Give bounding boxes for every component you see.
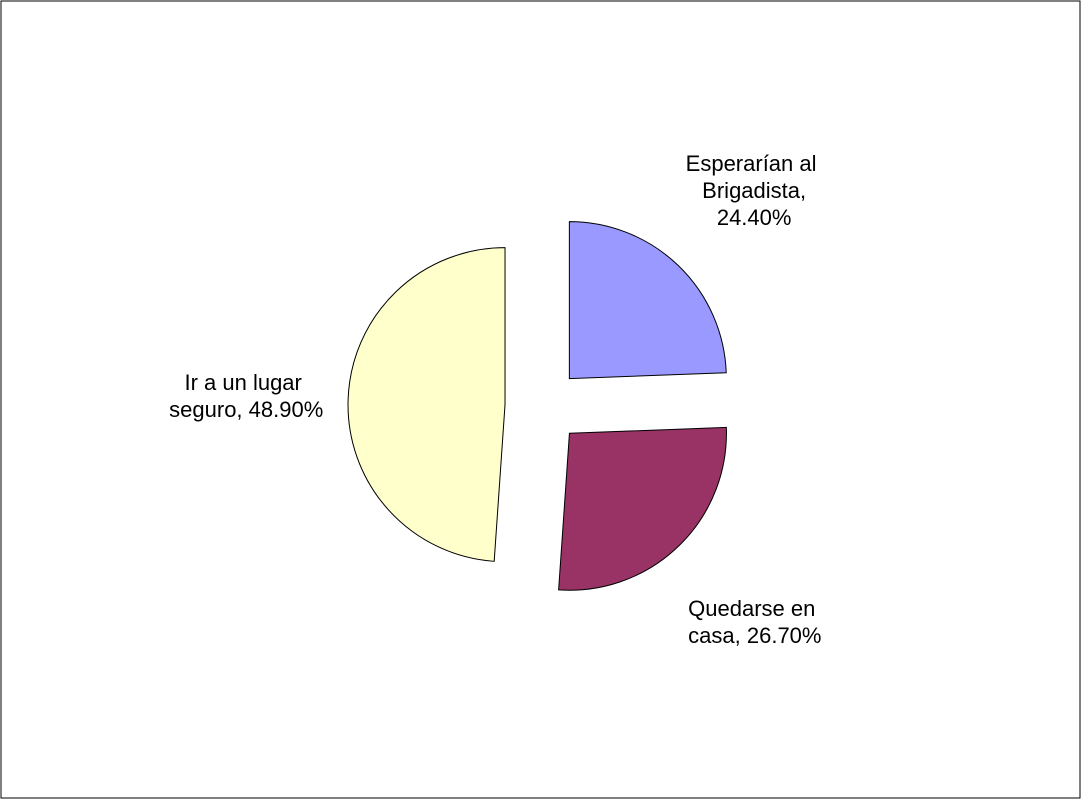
- slice-label: Ir a un lugar seguro, 48.90%: [163, 370, 323, 422]
- pie-slice: [568, 221, 727, 380]
- pie-slice: [347, 247, 506, 562]
- pie-slice: [558, 426, 727, 591]
- slice-label: Quedarse en casa, 26.70%: [682, 596, 821, 648]
- slice-label: Esperarían al Brigadista, 24.40%: [686, 151, 817, 230]
